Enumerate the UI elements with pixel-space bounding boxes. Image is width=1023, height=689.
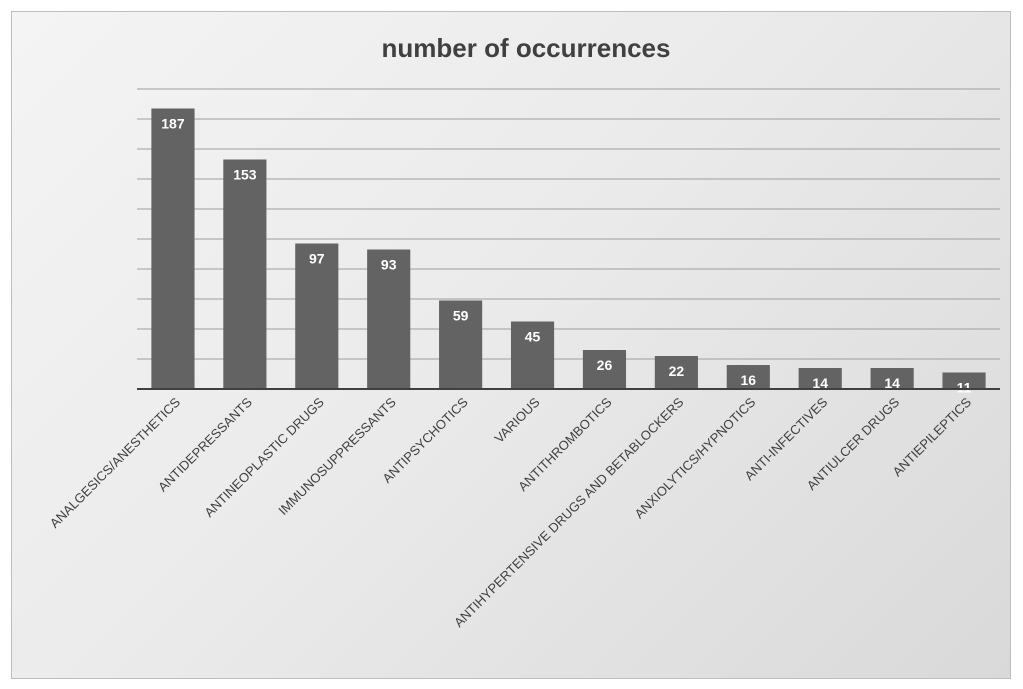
bar: [654, 356, 698, 389]
data-label: 187: [161, 116, 185, 132]
bar: [367, 249, 411, 389]
data-label: 14: [884, 375, 900, 391]
bar: [510, 321, 555, 389]
data-label: 93: [381, 257, 397, 273]
category-label: VARIOUS: [491, 394, 543, 446]
bar: [582, 350, 627, 389]
category-labels: ANALGESICS/ANESTHETICSANTIDEPRESSANTSANT…: [47, 394, 975, 630]
bar: [295, 243, 339, 389]
chart-title: number of occurrences: [382, 33, 671, 63]
category-label: ANTIEPILEPTICS: [889, 394, 974, 479]
bar: [439, 300, 483, 389]
data-label: 97: [309, 251, 325, 267]
bar: [726, 365, 770, 389]
data-label: 22: [669, 363, 685, 379]
bar: [870, 368, 914, 389]
category-label: ANALGESICS/ANESTHETICS: [47, 394, 183, 530]
category-label: ANXIOLYTICS/HYPNOTICS: [632, 394, 759, 521]
data-labels: 187 153 97 93 59 45 26 22 16 14 14 11: [161, 116, 971, 396]
category-label: IMMUNOSUPPRESSANTS: [275, 394, 399, 518]
bar: [223, 159, 267, 389]
data-label: 59: [453, 308, 469, 324]
data-label: 26: [597, 357, 613, 373]
chart-frame: number of occurrences 187 153 97 93 59 45 26 22…: [11, 11, 1011, 679]
data-label: 16: [741, 372, 757, 388]
bar: [798, 368, 842, 389]
bar-chart: number of occurrences 187 153 97 93 59 45 26 22…: [47, 33, 1000, 630]
data-label: 11: [957, 380, 972, 396]
category-label: ANTINEOPLASTIC DRUGS: [201, 394, 327, 520]
data-label: 153: [233, 167, 257, 183]
bars: [151, 108, 986, 389]
bar: [151, 108, 195, 389]
data-label: 14: [812, 375, 828, 391]
gridlines: [137, 88, 1000, 360]
data-label: 45: [525, 329, 541, 345]
bar: [942, 372, 986, 389]
